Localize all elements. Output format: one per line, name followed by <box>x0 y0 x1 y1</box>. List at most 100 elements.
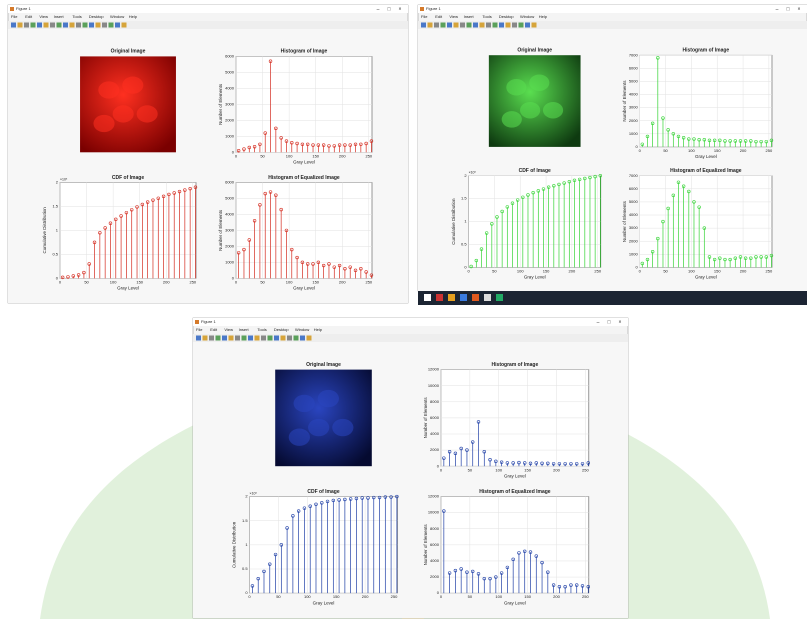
taskbar-icon[interactable] <box>496 294 503 301</box>
toolbar-button[interactable] <box>11 23 16 28</box>
menu-item[interactable]: Help <box>539 14 548 19</box>
menu-item[interactable]: View <box>449 14 458 19</box>
toolbar-button[interactable] <box>512 23 517 28</box>
toolbar-button[interactable] <box>428 23 433 28</box>
toolbar-button[interactable] <box>525 23 530 28</box>
window-control[interactable]: □ <box>786 6 789 12</box>
toolbar-button[interactable] <box>460 23 465 28</box>
toolbar-button[interactable] <box>281 336 286 341</box>
window-control[interactable]: – <box>377 6 380 12</box>
toolbar-button[interactable] <box>519 23 524 28</box>
menu-item[interactable]: Insert <box>464 14 475 19</box>
toolbar-button[interactable] <box>203 336 208 341</box>
window-control[interactable]: – <box>776 6 779 12</box>
menu-item[interactable]: File <box>196 327 203 332</box>
toolbar-button[interactable] <box>196 336 201 341</box>
toolbar-button[interactable] <box>242 336 247 341</box>
toolbar-button[interactable] <box>287 336 292 341</box>
toolbar-button[interactable] <box>115 23 120 28</box>
toolbar-button[interactable] <box>532 23 537 28</box>
toolbar-button[interactable] <box>70 23 75 28</box>
toolbar-button[interactable] <box>467 23 472 28</box>
menu-item[interactable]: File <box>421 14 428 19</box>
toolbar-button[interactable] <box>434 23 439 28</box>
menu-item[interactable]: Help <box>129 14 138 19</box>
menu-item[interactable]: Window <box>295 327 309 332</box>
menu-item[interactable]: Edit <box>210 327 218 332</box>
toolbar-button[interactable] <box>31 23 36 28</box>
toolbar-button[interactable] <box>102 23 107 28</box>
toolbar-button[interactable] <box>493 23 498 28</box>
menu-item[interactable]: Desktop <box>499 14 514 19</box>
window-control[interactable]: × <box>798 6 801 12</box>
toolbar-button[interactable] <box>229 336 234 341</box>
menu-item[interactable]: Insert <box>239 327 250 332</box>
toolbar-button[interactable] <box>76 23 81 28</box>
menu-item[interactable]: Window <box>520 14 534 19</box>
menu-item[interactable]: Edit <box>25 14 33 19</box>
toolbar-button[interactable] <box>261 336 266 341</box>
toolbar-button[interactable] <box>506 23 511 28</box>
menu-item[interactable]: Desktop <box>89 14 104 19</box>
toolbar-button[interactable] <box>109 23 114 28</box>
toolbar-button[interactable] <box>50 23 55 28</box>
window-control[interactable]: □ <box>387 6 390 12</box>
toolbar-button[interactable] <box>37 23 42 28</box>
toolbar-button[interactable] <box>255 336 260 341</box>
toolbar-button[interactable] <box>63 23 68 28</box>
window-control[interactable]: □ <box>607 319 610 325</box>
toolbar-button[interactable] <box>235 336 240 341</box>
toolbar-button[interactable] <box>307 336 312 341</box>
toolbar-button[interactable] <box>499 23 504 28</box>
toolbar-button[interactable] <box>24 23 29 28</box>
menu-item[interactable]: Help <box>314 327 323 332</box>
window-control[interactable]: – <box>597 319 600 325</box>
taskbar-icon[interactable] <box>472 294 479 301</box>
toolbar-button[interactable] <box>473 23 478 28</box>
toolbar-button[interactable] <box>268 336 273 341</box>
chart-title: Histogram of Image <box>281 49 328 55</box>
toolbar-button[interactable] <box>248 336 253 341</box>
menu-item[interactable]: Tools <box>72 14 81 19</box>
taskbar-icon[interactable] <box>484 294 491 301</box>
toolbar-button[interactable] <box>222 336 227 341</box>
toolbar-button[interactable] <box>44 23 49 28</box>
toolbar-button[interactable] <box>209 336 214 341</box>
x-tick-label: 50 <box>276 594 281 599</box>
toolbar-button[interactable] <box>421 23 426 28</box>
toolbar-button[interactable] <box>96 23 101 28</box>
menu-item[interactable]: View <box>39 14 48 19</box>
toolbar-button[interactable] <box>486 23 491 28</box>
toolbar-button[interactable] <box>57 23 62 28</box>
toolbar-button[interactable] <box>83 23 88 28</box>
toolbar-button[interactable] <box>454 23 459 28</box>
toolbar-button[interactable] <box>216 336 221 341</box>
menu-item[interactable]: View <box>224 327 233 332</box>
menu-item[interactable]: Window <box>110 14 124 19</box>
toolbar-button[interactable] <box>480 23 485 28</box>
toolbar-button[interactable] <box>18 23 23 28</box>
menu-item[interactable]: Insert <box>54 14 65 19</box>
menu-item[interactable]: Desktop <box>274 327 289 332</box>
taskbar-icon[interactable] <box>436 294 443 301</box>
taskbar-icon[interactable] <box>460 294 467 301</box>
toolbar-button[interactable] <box>89 23 94 28</box>
menu-item[interactable]: Edit <box>435 14 443 19</box>
x-tick-label: 150 <box>714 268 721 273</box>
taskbar-icon[interactable] <box>448 294 455 301</box>
toolbar-button[interactable] <box>447 23 452 28</box>
toolbar-button[interactable] <box>300 336 305 341</box>
x-tick-label: 150 <box>524 594 531 599</box>
window-control[interactable]: × <box>399 6 402 12</box>
toolbar-button[interactable] <box>122 23 127 28</box>
menu-item[interactable]: Tools <box>482 14 491 19</box>
toolbar-button[interactable] <box>441 23 446 28</box>
toolbar-button[interactable] <box>294 336 299 341</box>
screenshot: Figure 1–□×FileEditViewInsertToolsDeskto… <box>0 0 807 619</box>
image-detail <box>137 105 158 122</box>
menu-item[interactable]: Tools <box>257 327 266 332</box>
taskbar-icon[interactable] <box>424 294 431 301</box>
menu-item[interactable]: File <box>11 14 18 19</box>
window-control[interactable]: × <box>619 319 622 325</box>
toolbar-button[interactable] <box>274 336 279 341</box>
